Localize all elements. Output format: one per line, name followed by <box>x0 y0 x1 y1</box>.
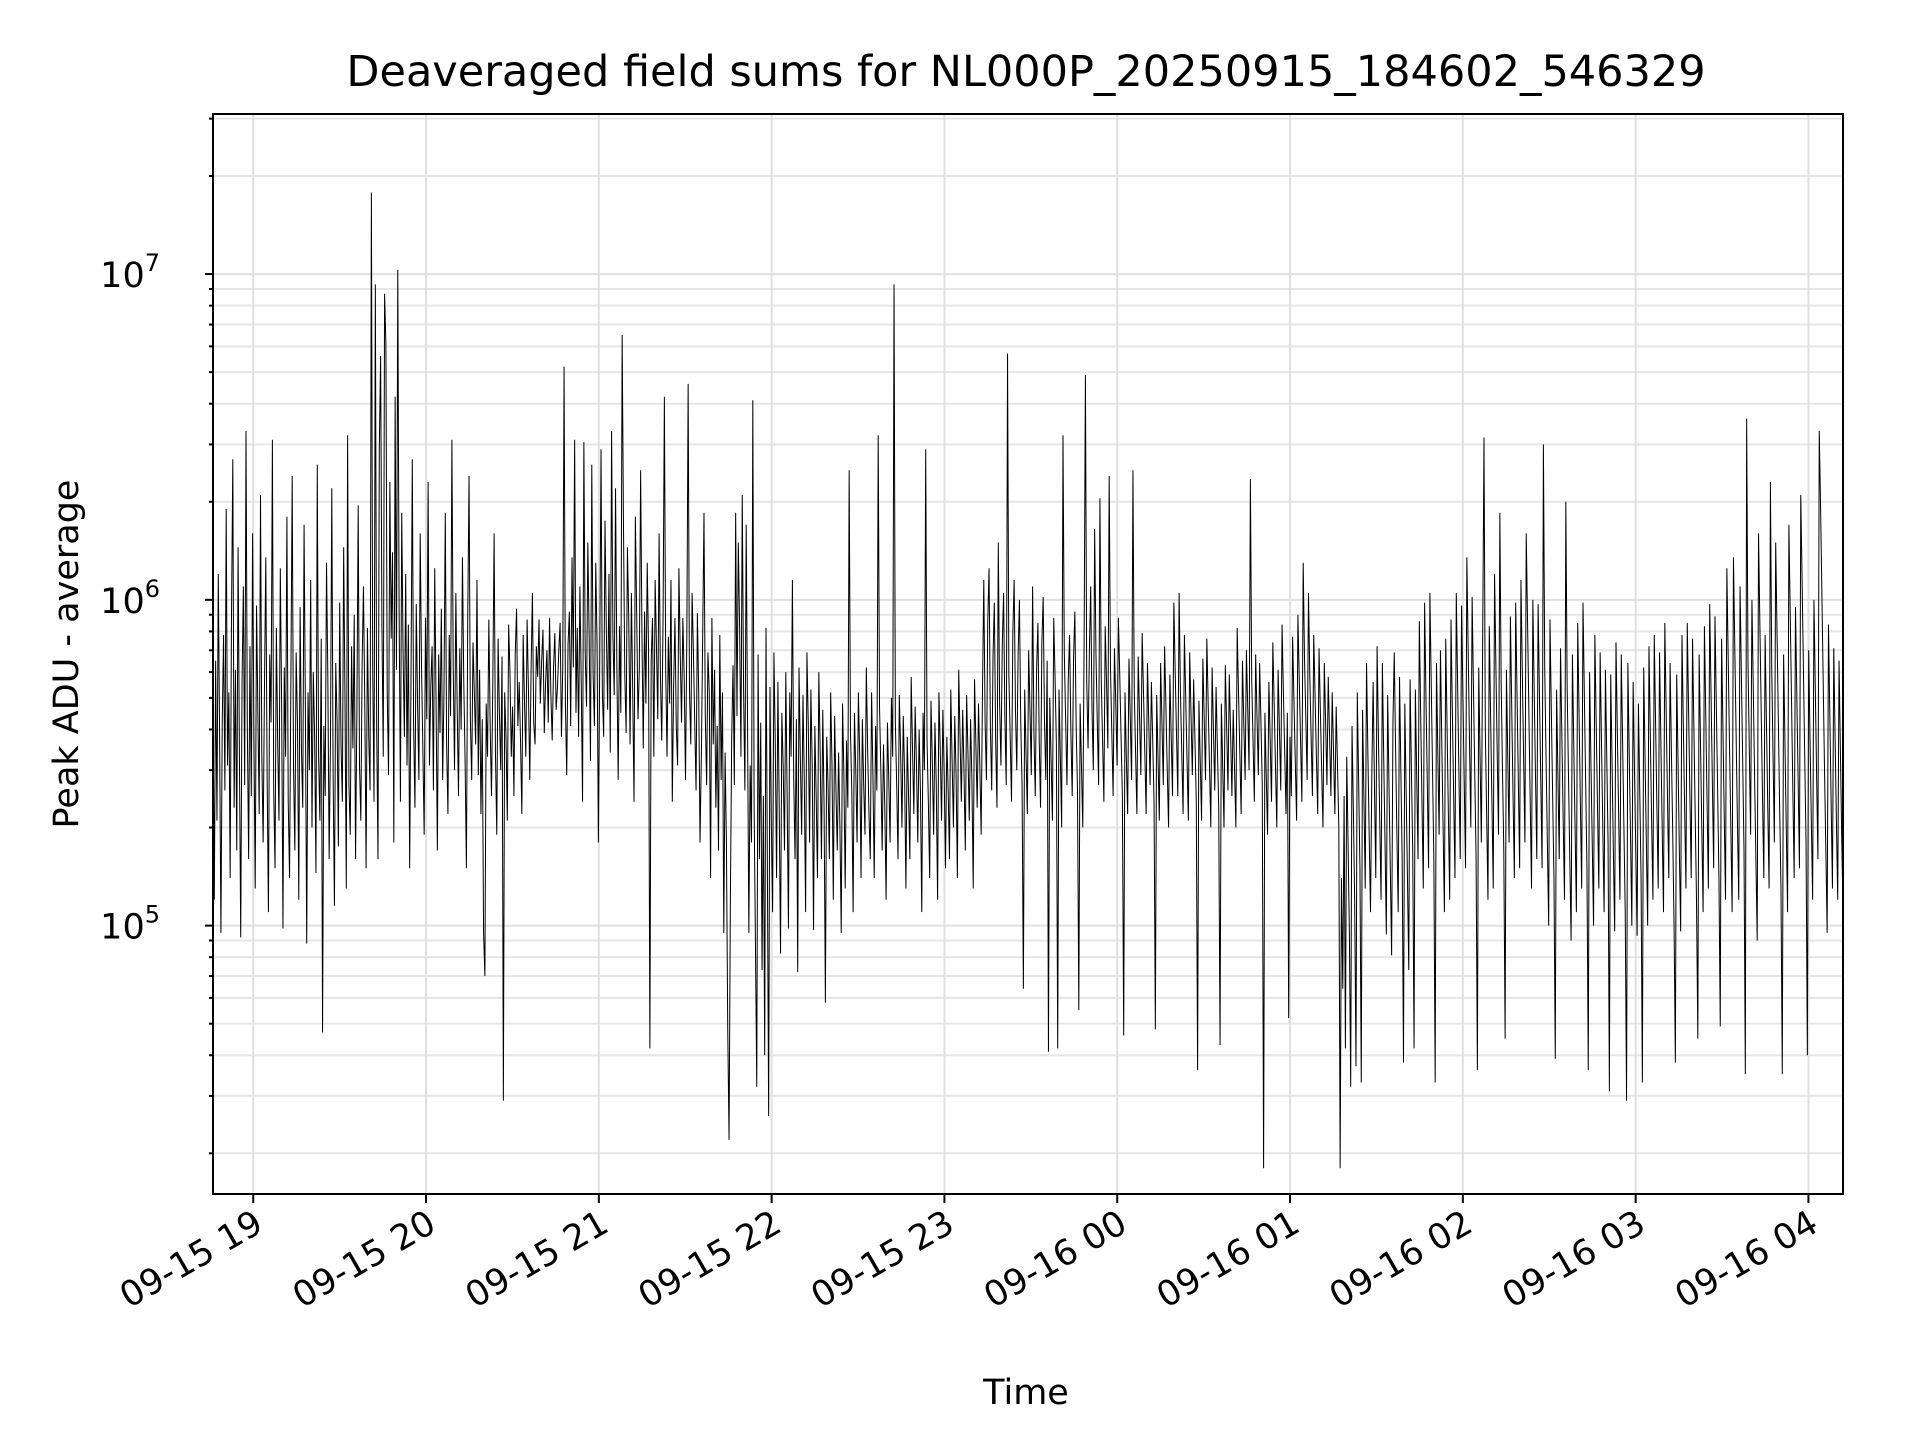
series-layer <box>212 192 1844 1169</box>
y-tick-label: 107 <box>100 249 160 296</box>
data-series-line <box>212 192 1844 1169</box>
y-tick-label: 105 <box>100 901 160 948</box>
y-axis: 105 106 107 <box>100 117 213 1155</box>
y-tick-label: 106 <box>100 575 160 622</box>
plot-frame <box>212 113 1844 1195</box>
x-axis-label: Time <box>982 1373 1069 1413</box>
chart-title: Deaveraged field sums for NL000P_2025091… <box>346 47 1705 97</box>
y-axis-label: Peak ADU - average <box>47 480 87 829</box>
